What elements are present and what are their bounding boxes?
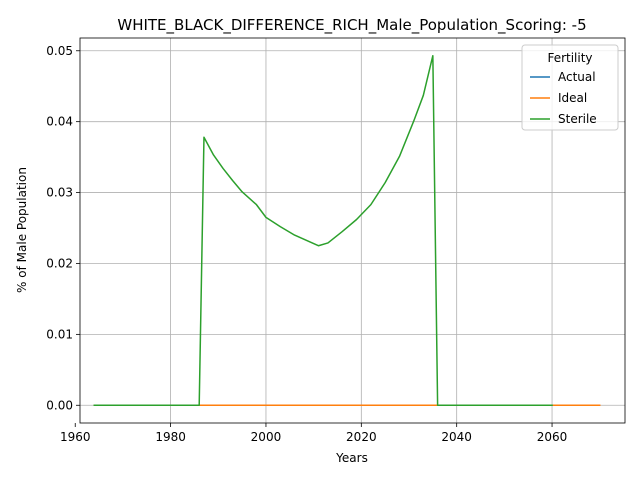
legend-title: Fertility — [547, 51, 592, 65]
series-line-sterile — [93, 54, 553, 407]
plot-frame — [79, 37, 626, 424]
legend-box — [521, 44, 619, 131]
chart-title: WHITE_BLACK_DIFFERENCE_RICH_Male_Populat… — [117, 16, 586, 35]
y-tick-label: 0.03 — [46, 186, 73, 200]
legend-label-sterile: Sterile — [558, 112, 597, 126]
legend-items: Actual Ideal Sterile — [530, 70, 597, 126]
x-tick-label: 2060 — [537, 430, 568, 444]
x-tick-label: 1960 — [60, 430, 91, 444]
tick-layer: 1960 1980 2000 2020 2040 2060 0.00 0.01 0.02 0.03… — [46, 44, 567, 444]
legend: Fertility Actual Ideal Sterile — [521, 44, 619, 131]
y-axis-label: % of Male Population — [15, 167, 29, 293]
x-tick-label: 2000 — [251, 430, 282, 444]
legend-label-ideal: Ideal — [558, 91, 587, 105]
x-axis-label: Years — [335, 451, 368, 465]
y-tick-label: 0.01 — [46, 327, 73, 341]
series-layer — [93, 54, 601, 407]
y-tick-label: 0.05 — [46, 44, 73, 58]
legend-label-actual: Actual — [558, 70, 596, 84]
y-tick-label: 0.00 — [46, 398, 73, 412]
y-tick-label: 0.04 — [46, 115, 73, 129]
x-tick-label: 2040 — [441, 430, 472, 444]
x-tick-label: 2020 — [346, 430, 377, 444]
y-tick-label: 0.02 — [46, 256, 73, 270]
x-tick-label: 1980 — [155, 430, 186, 444]
